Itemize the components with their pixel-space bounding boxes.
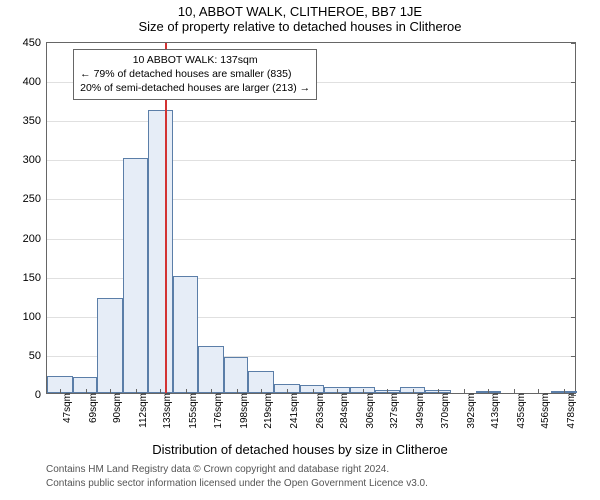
y-tick-mark xyxy=(571,239,576,240)
y-tick-label: 250 xyxy=(23,193,47,205)
y-tick-mark xyxy=(571,121,576,122)
x-tick-mark xyxy=(136,389,137,394)
attribution-line2: Contains public sector information licen… xyxy=(46,477,588,491)
y-tick-mark xyxy=(571,356,576,357)
y-tick-mark xyxy=(571,199,576,200)
y-tick-label: 300 xyxy=(23,154,47,166)
y-tick-label: 350 xyxy=(23,115,47,127)
title-line1: 10, ABBOT WALK, CLITHEROE, BB7 1JE xyxy=(0,0,600,19)
y-tick-label: 50 xyxy=(29,350,47,362)
x-axis-label: Distribution of detached houses by size … xyxy=(0,442,600,457)
histogram-bar xyxy=(148,110,174,393)
x-tick-mark xyxy=(60,389,61,394)
x-tick-mark xyxy=(237,389,238,394)
y-tick-label: 100 xyxy=(23,311,47,323)
x-tick-mark xyxy=(363,389,364,394)
x-tick-mark xyxy=(438,389,439,394)
y-tick-mark xyxy=(571,278,576,279)
callout-line: 10 ABBOT WALK: 137sqm xyxy=(80,53,310,67)
x-tick-label: 370sqm xyxy=(440,393,451,429)
x-tick-mark xyxy=(313,389,314,394)
attribution-line1: Contains HM Land Registry data © Crown c… xyxy=(46,463,588,477)
callout-line: ← 79% of detached houses are smaller (83… xyxy=(80,67,310,81)
x-tick-mark xyxy=(86,389,87,394)
y-tick-label: 450 xyxy=(23,37,47,49)
x-tick-mark xyxy=(211,389,212,394)
x-tick-label: 306sqm xyxy=(365,393,376,429)
title-line2: Size of property relative to detached ho… xyxy=(0,19,600,34)
callout-line: 20% of semi-detached houses are larger (… xyxy=(80,81,310,95)
histogram-bar xyxy=(173,276,198,393)
y-tick-mark xyxy=(571,160,576,161)
x-tick-label: 133sqm xyxy=(162,393,173,429)
histogram-bar xyxy=(198,346,224,393)
x-tick-label: 478sqm xyxy=(566,393,577,429)
x-tick-mark xyxy=(337,389,338,394)
x-tick-mark xyxy=(488,389,489,394)
x-tick-label: 198sqm xyxy=(239,393,250,429)
x-tick-label: 263sqm xyxy=(315,393,326,429)
x-tick-label: 413sqm xyxy=(490,393,501,429)
x-tick-label: 435sqm xyxy=(516,393,527,429)
y-tick-mark xyxy=(571,43,576,44)
x-tick-label: 47sqm xyxy=(62,393,73,423)
x-tick-mark xyxy=(464,389,465,394)
x-tick-label: 219sqm xyxy=(263,393,274,429)
histogram-bar xyxy=(123,158,148,393)
x-tick-label: 69sqm xyxy=(88,393,99,423)
y-tick-label: 0 xyxy=(35,389,47,401)
x-tick-mark xyxy=(287,389,288,394)
callout-box: 10 ABBOT WALK: 137sqm← 79% of detached h… xyxy=(73,49,317,100)
x-tick-label: 241sqm xyxy=(289,393,300,429)
x-tick-label: 112sqm xyxy=(138,393,149,428)
x-tick-label: 456sqm xyxy=(540,393,551,429)
attribution: Contains HM Land Registry data © Crown c… xyxy=(0,457,600,494)
x-tick-mark xyxy=(514,389,515,394)
plot-area: 05010015020025030035040045047sqm69sqm90s… xyxy=(46,42,576,394)
x-tick-label: 392sqm xyxy=(466,393,477,429)
x-tick-label: 327sqm xyxy=(389,393,400,429)
x-tick-mark xyxy=(261,389,262,394)
y-tick-label: 150 xyxy=(23,272,47,284)
x-tick-label: 284sqm xyxy=(339,393,350,429)
y-tick-mark xyxy=(571,317,576,318)
x-tick-label: 155sqm xyxy=(188,393,199,429)
x-tick-label: 90sqm xyxy=(112,393,123,423)
x-tick-label: 349sqm xyxy=(415,393,426,429)
y-tick-label: 200 xyxy=(23,233,47,245)
x-tick-label: 176sqm xyxy=(213,393,224,429)
figure: 10, ABBOT WALK, CLITHEROE, BB7 1JE Size … xyxy=(0,0,600,500)
gridline-h xyxy=(47,121,575,122)
histogram-bar xyxy=(224,357,249,393)
y-tick-mark xyxy=(571,82,576,83)
x-tick-mark xyxy=(564,389,565,394)
histogram-bar xyxy=(97,298,123,393)
y-tick-label: 400 xyxy=(23,76,47,88)
